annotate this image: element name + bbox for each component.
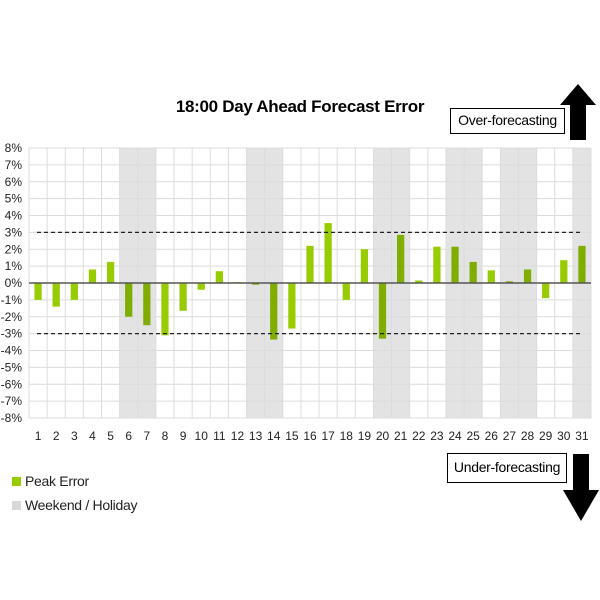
x-tick-label: 3	[71, 429, 78, 443]
y-tick-label: 5%	[5, 192, 23, 206]
x-tick-label: 19	[358, 429, 372, 443]
bar-peak-error	[397, 234, 405, 283]
x-tick-label: 10	[195, 429, 209, 443]
x-tick-label: 2	[53, 429, 60, 443]
bar-peak-error	[161, 283, 169, 336]
y-tick-label: -4%	[1, 344, 23, 358]
y-tick-label: 6%	[5, 175, 23, 189]
y-tick-label: 7%	[5, 158, 23, 172]
bar-peak-error	[34, 283, 42, 300]
legend-label: Weekend / Holiday	[25, 497, 138, 513]
x-tick-label: 9	[180, 429, 187, 443]
x-tick-label: 25	[466, 429, 480, 443]
bar-peak-error	[469, 261, 477, 283]
y-tick-label: -1%	[1, 293, 23, 307]
legend-weekend: Weekend / Holiday	[12, 497, 137, 513]
x-tick-label: 13	[249, 429, 263, 443]
bar-peak-error	[360, 249, 369, 283]
y-tick-label: 4%	[5, 209, 23, 223]
bar-peak-error	[433, 246, 441, 283]
bar-peak-error	[415, 280, 423, 283]
y-tick-label: 1%	[5, 259, 23, 273]
y-tick-label: 0%	[5, 276, 23, 290]
x-tick-label: 24	[448, 429, 462, 443]
x-tick-label: 12	[231, 429, 245, 443]
y-tick-label: -8%	[1, 411, 23, 425]
legend-peak-error: Peak Error	[12, 473, 89, 489]
x-tick-label: 27	[503, 429, 517, 443]
y-tick-label: -3%	[1, 327, 23, 341]
y-tick-label: -5%	[1, 360, 23, 374]
bar-peak-error	[306, 245, 314, 283]
x-tick-label: 1	[35, 429, 42, 443]
over-forecasting-label: Over-forecasting	[450, 108, 565, 134]
y-tick-label: -6%	[1, 377, 23, 391]
bar-peak-error	[324, 223, 332, 283]
bar-peak-error	[542, 283, 550, 299]
y-tick-label: 8%	[5, 141, 23, 155]
bar-peak-error	[487, 270, 495, 283]
legend-swatch-peak	[12, 476, 21, 486]
x-tick-label: 8	[162, 429, 169, 443]
x-tick-label: 30	[557, 429, 571, 443]
x-tick-label: 7	[143, 429, 150, 443]
x-tick-label: 5	[107, 429, 114, 443]
y-tick-label: 2%	[5, 242, 23, 256]
x-tick-label: 15	[285, 429, 299, 443]
y-tick-label: -2%	[1, 310, 23, 324]
y-tick-label: -7%	[1, 394, 23, 408]
x-tick-label: 4	[89, 429, 96, 443]
x-tick-label: 17	[321, 429, 335, 443]
x-tick-label: 26	[485, 429, 499, 443]
legend-swatch-weekend	[12, 500, 21, 510]
up-arrow-icon	[560, 84, 596, 140]
x-tick-label: 18	[340, 429, 354, 443]
bar-peak-error	[106, 261, 115, 283]
y-tick-label: 3%	[5, 225, 23, 239]
bar-peak-error	[125, 283, 133, 317]
bar-peak-error	[52, 283, 60, 307]
legend-label: Peak Error	[25, 473, 89, 489]
bar-peak-error	[378, 283, 387, 339]
bar-peak-error	[197, 283, 205, 290]
bar-peak-error	[288, 283, 296, 329]
x-tick-label: 16	[303, 429, 317, 443]
bar-peak-error	[143, 283, 151, 326]
bar-peak-error	[560, 260, 568, 283]
x-tick-label: 21	[394, 429, 408, 443]
x-tick-label: 11	[213, 429, 226, 443]
chart-title: 18:00 Day Ahead Forecast Error	[175, 97, 425, 116]
under-forecasting-label: Under-forecasting	[447, 453, 567, 483]
bar-peak-error	[88, 269, 97, 283]
down-arrow-icon	[563, 454, 599, 521]
x-tick-label: 6	[125, 429, 132, 443]
x-tick-label: 23	[430, 429, 444, 443]
bar-peak-error	[251, 283, 260, 285]
x-tick-label: 20	[376, 429, 390, 443]
x-tick-label: 29	[539, 429, 553, 443]
bar-peak-error	[578, 245, 586, 283]
bar-peak-error	[270, 283, 278, 340]
bar-peak-error	[215, 271, 223, 283]
bar-peak-error	[342, 283, 350, 300]
x-tick-label: 14	[267, 429, 281, 443]
x-tick-label: 28	[521, 429, 535, 443]
bar-peak-error	[70, 283, 78, 300]
bar-peak-error	[179, 283, 187, 311]
bar-peak-error	[451, 246, 459, 283]
bar-peak-error	[505, 281, 514, 283]
x-tick-label: 22	[412, 429, 426, 443]
x-tick-label: 31	[575, 429, 589, 443]
bar-peak-error	[523, 269, 532, 283]
